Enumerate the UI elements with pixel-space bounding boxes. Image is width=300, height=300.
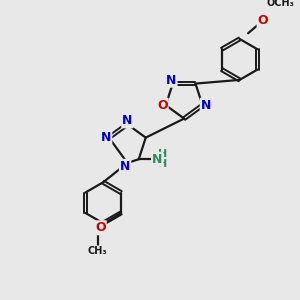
Text: H: H <box>158 149 167 159</box>
Text: N: N <box>152 153 162 166</box>
Text: N: N <box>166 74 176 87</box>
Text: CH₃: CH₃ <box>88 246 107 256</box>
Text: OCH₃: OCH₃ <box>266 0 294 8</box>
Text: O: O <box>157 99 168 112</box>
Text: N: N <box>120 160 130 173</box>
Text: H: H <box>158 159 167 170</box>
Text: N: N <box>201 99 211 112</box>
Text: O: O <box>95 221 106 234</box>
Text: N: N <box>101 131 111 144</box>
Text: O: O <box>258 14 268 27</box>
Text: N: N <box>122 114 133 127</box>
